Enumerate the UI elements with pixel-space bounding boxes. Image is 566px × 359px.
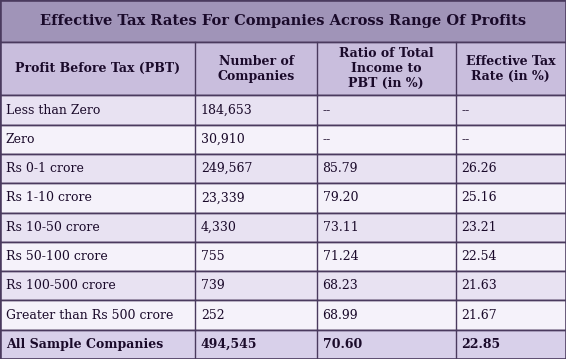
Text: Rs 0-1 crore: Rs 0-1 crore (6, 162, 84, 175)
Text: Effective Tax Rates For Companies Across Range Of Profits: Effective Tax Rates For Companies Across… (40, 14, 526, 28)
Bar (0, 0, 566, 42)
Text: Number of
Companies: Number of Companies (217, 55, 295, 83)
Bar (0, 154, 566, 183)
Text: 184,653: 184,653 (201, 104, 252, 117)
Text: 23.21: 23.21 (461, 221, 497, 234)
Text: 30,910: 30,910 (201, 133, 245, 146)
Text: Zero: Zero (6, 133, 35, 146)
Text: Rs 50-100 crore: Rs 50-100 crore (6, 250, 108, 263)
Text: All Sample Companies: All Sample Companies (6, 338, 163, 351)
Text: --: -- (461, 133, 470, 146)
Text: 22.54: 22.54 (461, 250, 497, 263)
Text: 22.85: 22.85 (461, 338, 500, 351)
Text: Rs 100-500 crore: Rs 100-500 crore (6, 279, 115, 292)
Text: Rs 10-50 crore: Rs 10-50 crore (6, 221, 100, 234)
Text: Effective Tax
Rate (in %): Effective Tax Rate (in %) (466, 55, 556, 83)
Bar (0, 213, 566, 242)
Text: 68.23: 68.23 (323, 279, 358, 292)
Text: 25.16: 25.16 (461, 191, 497, 205)
Bar (0, 125, 566, 154)
Bar (0, 95, 566, 125)
Text: --: -- (323, 104, 331, 117)
Text: 21.63: 21.63 (461, 279, 497, 292)
Text: 494,545: 494,545 (201, 338, 258, 351)
Text: 79.20: 79.20 (323, 191, 358, 205)
Text: 70.60: 70.60 (323, 338, 362, 351)
Text: --: -- (323, 133, 331, 146)
Text: 71.24: 71.24 (323, 250, 358, 263)
Text: Less than Zero: Less than Zero (6, 104, 100, 117)
Text: 68.99: 68.99 (323, 309, 358, 322)
Text: 755: 755 (201, 250, 225, 263)
Text: Rs 1-10 crore: Rs 1-10 crore (6, 191, 92, 205)
Text: 252: 252 (201, 309, 225, 322)
Text: 21.67: 21.67 (461, 309, 497, 322)
Bar (0, 42, 566, 95)
Text: 23,339: 23,339 (201, 191, 245, 205)
Bar (0, 183, 566, 213)
Text: 249,567: 249,567 (201, 162, 252, 175)
Bar (0, 330, 566, 359)
Text: Greater than Rs 500 crore: Greater than Rs 500 crore (6, 309, 173, 322)
Text: 85.79: 85.79 (323, 162, 358, 175)
Text: 739: 739 (201, 279, 225, 292)
Text: Profit Before Tax (PBT): Profit Before Tax (PBT) (15, 62, 180, 75)
Bar (0, 300, 566, 330)
Text: Ratio of Total
Income to
PBT (in %): Ratio of Total Income to PBT (in %) (339, 47, 434, 90)
Text: 26.26: 26.26 (461, 162, 497, 175)
Text: --: -- (461, 104, 470, 117)
Bar (0, 242, 566, 271)
Text: 4,330: 4,330 (201, 221, 237, 234)
Text: 73.11: 73.11 (323, 221, 358, 234)
Bar (0, 271, 566, 300)
